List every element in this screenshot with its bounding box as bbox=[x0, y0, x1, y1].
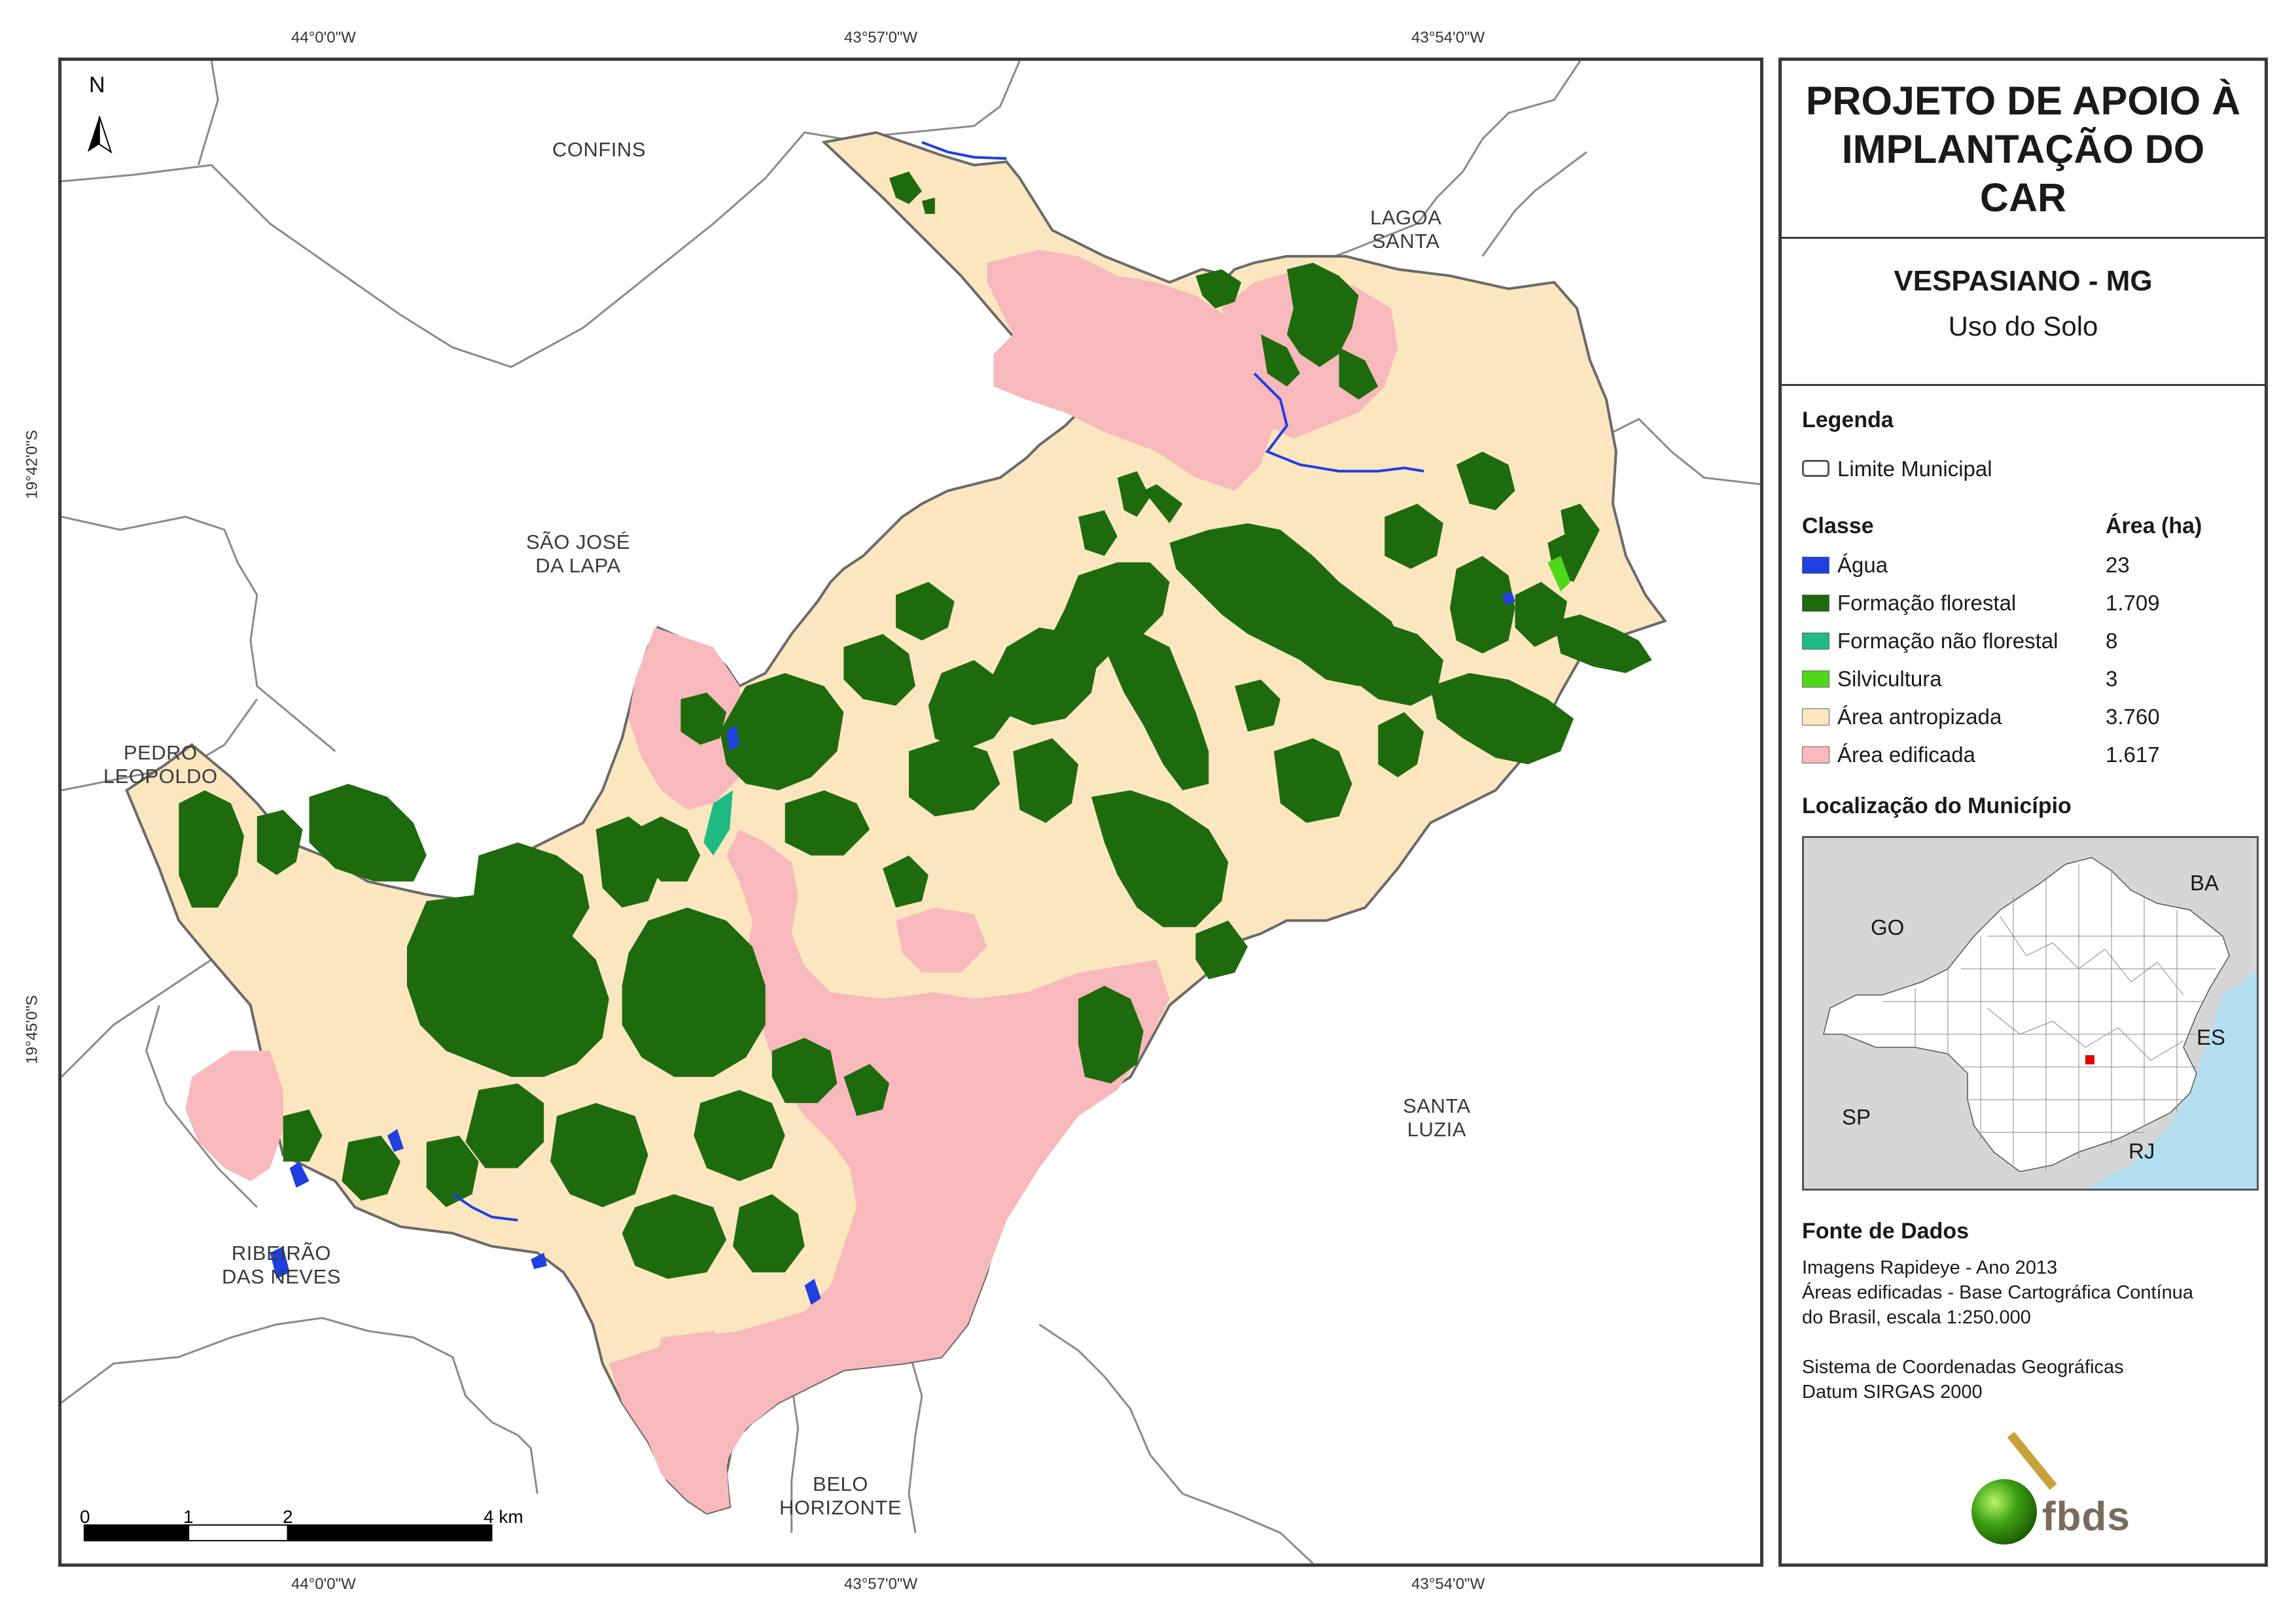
state-es: ES bbox=[2197, 1025, 2226, 1049]
coord-left-2: 19°45'0"S bbox=[23, 995, 41, 1064]
label-pedro-line1: PEDRO bbox=[123, 741, 198, 764]
fbds-logo-text: fbds bbox=[2042, 1494, 2130, 1539]
label-santa-luzia-line1: SANTA bbox=[1403, 1094, 1471, 1117]
class-swatch bbox=[1802, 746, 1829, 763]
boundary-label: Limite Municipal bbox=[1837, 457, 1992, 481]
class-label: Área edificada bbox=[1837, 742, 1975, 767]
coord-top-1: 44°0'0"W bbox=[291, 29, 356, 46]
state-go: GO bbox=[1871, 915, 1905, 939]
location-map: GO BA ES SP RJ bbox=[1802, 836, 2259, 1191]
source-line-5: Datum SIRGAS 2000 bbox=[1802, 1382, 1983, 1403]
label-lagoa-santa: LAGOA SANTA bbox=[1370, 206, 1441, 253]
class-label: Água bbox=[1837, 553, 1888, 577]
silviculture bbox=[1547, 555, 1571, 592]
location-map-svg bbox=[1823, 857, 2257, 1189]
coord-bottom-2: 43°57'0"W bbox=[844, 1575, 918, 1593]
label-ribeirao-das-neves: RIBEIRÃO DAS NEVES bbox=[222, 1242, 341, 1289]
land-use-map bbox=[62, 61, 1760, 1563]
label-sao-jose-line2: DA LAPA bbox=[535, 554, 621, 577]
label-confins: CONFINS bbox=[552, 138, 646, 161]
class-header: Classe bbox=[1802, 514, 1874, 538]
label-lagoa-santa-line1: LAGOA bbox=[1370, 206, 1442, 229]
label-ribeirao-line1: RIBEIRÃO bbox=[231, 1242, 332, 1265]
label-santa-luzia-line2: LUZIA bbox=[1407, 1118, 1466, 1141]
class-swatch bbox=[1802, 557, 1829, 574]
fbds-logo-icon bbox=[1971, 1431, 2057, 1544]
state-ba: BA bbox=[2190, 871, 2219, 895]
class-area: 8 bbox=[2106, 629, 2118, 653]
label-belo-horizonte: BELO HORIZONTE bbox=[779, 1473, 902, 1520]
scale-tick-2: 2 bbox=[283, 1507, 293, 1527]
coord-top-2: 43°57'0"W bbox=[844, 29, 918, 46]
label-bh-line1: BELO bbox=[813, 1473, 868, 1495]
label-sao-jose: SÃO JOSÉ DA LAPA bbox=[526, 531, 630, 578]
class-label: Formação não florestal bbox=[1837, 629, 2058, 653]
label-lagoa-santa-line2: SANTA bbox=[1371, 230, 1440, 253]
legend-panel: PROJETO DE APOIO À IMPLANTAÇÃO DO CAR VE… bbox=[1778, 58, 2268, 1567]
area-header: Área (ha) bbox=[2106, 514, 2202, 538]
label-pedro-leopoldo: PEDRO LEOPOLDO bbox=[103, 741, 218, 788]
class-area: 3.760 bbox=[2106, 705, 2160, 729]
river-line bbox=[1253, 372, 1424, 473]
source-title: Fonte de Dados bbox=[1802, 1219, 1969, 1244]
stream-sw bbox=[451, 1193, 518, 1222]
project-title: PROJETO DE APOIO À IMPLANTAÇÃO DO CAR bbox=[1805, 78, 2241, 220]
state-sp: SP bbox=[1842, 1105, 1871, 1129]
class-swatch bbox=[1802, 595, 1829, 612]
class-area: 23 bbox=[2106, 553, 2130, 577]
north-label: N bbox=[89, 73, 105, 97]
class-swatch bbox=[1802, 671, 1829, 688]
coord-top-3: 43°54'0"W bbox=[1411, 29, 1485, 46]
state-rj: RJ bbox=[2128, 1139, 2155, 1163]
class-label: Área antropizada bbox=[1837, 705, 2002, 729]
label-ribeirao-line2: DAS NEVES bbox=[222, 1265, 341, 1288]
label-pedro-line2: LEOPOLDO bbox=[103, 765, 218, 788]
water-bodies bbox=[270, 591, 1515, 1305]
forest-areas bbox=[179, 171, 1652, 1279]
subtitle-box: VESPASIANO - MG Uso do Solo bbox=[1782, 239, 2265, 386]
source-line-1: Imagens Rapideye - Ano 2013 bbox=[1802, 1257, 2058, 1278]
north-arrow-icon bbox=[87, 116, 113, 154]
class-label: Silvicultura bbox=[1837, 667, 1942, 691]
scale-bar bbox=[83, 1524, 493, 1542]
ocean bbox=[2084, 971, 2257, 1189]
coord-left-1: 19°42'0"S bbox=[23, 430, 41, 499]
title-box: PROJETO DE APOIO À IMPLANTAÇÃO DO CAR bbox=[1782, 61, 2265, 239]
river-line-north bbox=[921, 141, 1007, 160]
class-swatch bbox=[1802, 633, 1829, 650]
label-sao-jose-line1: SÃO JOSÉ bbox=[526, 531, 631, 553]
scale-tick-4km: 4 km bbox=[484, 1507, 523, 1527]
class-label: Formação florestal bbox=[1837, 591, 2017, 615]
municipality-name: VESPASIANO - MG bbox=[1894, 265, 2153, 297]
scale-tick-0: 0 bbox=[80, 1507, 90, 1527]
boundary-swatch bbox=[1802, 460, 1829, 477]
map-frame[interactable]: N CONFINS LAGOA SANTA SÃO JOSÉ DA LAPA P… bbox=[58, 58, 1763, 1567]
minas-gerais-shape bbox=[1823, 857, 2230, 1172]
source-line-2: Áreas edificadas - Base Cartográfica Con… bbox=[1802, 1282, 2194, 1303]
vespasiano-marker bbox=[2085, 1055, 2094, 1064]
source-line-4: Sistema de Coordenadas Geográficas bbox=[1802, 1357, 2124, 1378]
scale-tick-1: 1 bbox=[183, 1507, 194, 1527]
coord-bottom-1: 44°0'0"W bbox=[291, 1575, 356, 1593]
class-area: 1.617 bbox=[2106, 742, 2160, 767]
class-swatch bbox=[1802, 708, 1829, 725]
municipality-grid bbox=[1843, 864, 2223, 1172]
coord-bottom-3: 43°54'0"W bbox=[1411, 1575, 1485, 1593]
legend-title: Legenda bbox=[1802, 408, 1894, 432]
map-theme: Uso do Solo bbox=[1948, 311, 2098, 341]
label-santa-luzia: SANTA LUZIA bbox=[1403, 1094, 1471, 1142]
label-bh-line2: HORIZONTE bbox=[779, 1496, 902, 1519]
class-area: 3 bbox=[2106, 667, 2118, 691]
class-area: 1.709 bbox=[2106, 591, 2160, 615]
source-line-3: do Brasil, escala 1:250.000 bbox=[1802, 1307, 2031, 1328]
non-forest-formation bbox=[703, 790, 733, 856]
location-title: Localização do Município bbox=[1802, 794, 2072, 818]
